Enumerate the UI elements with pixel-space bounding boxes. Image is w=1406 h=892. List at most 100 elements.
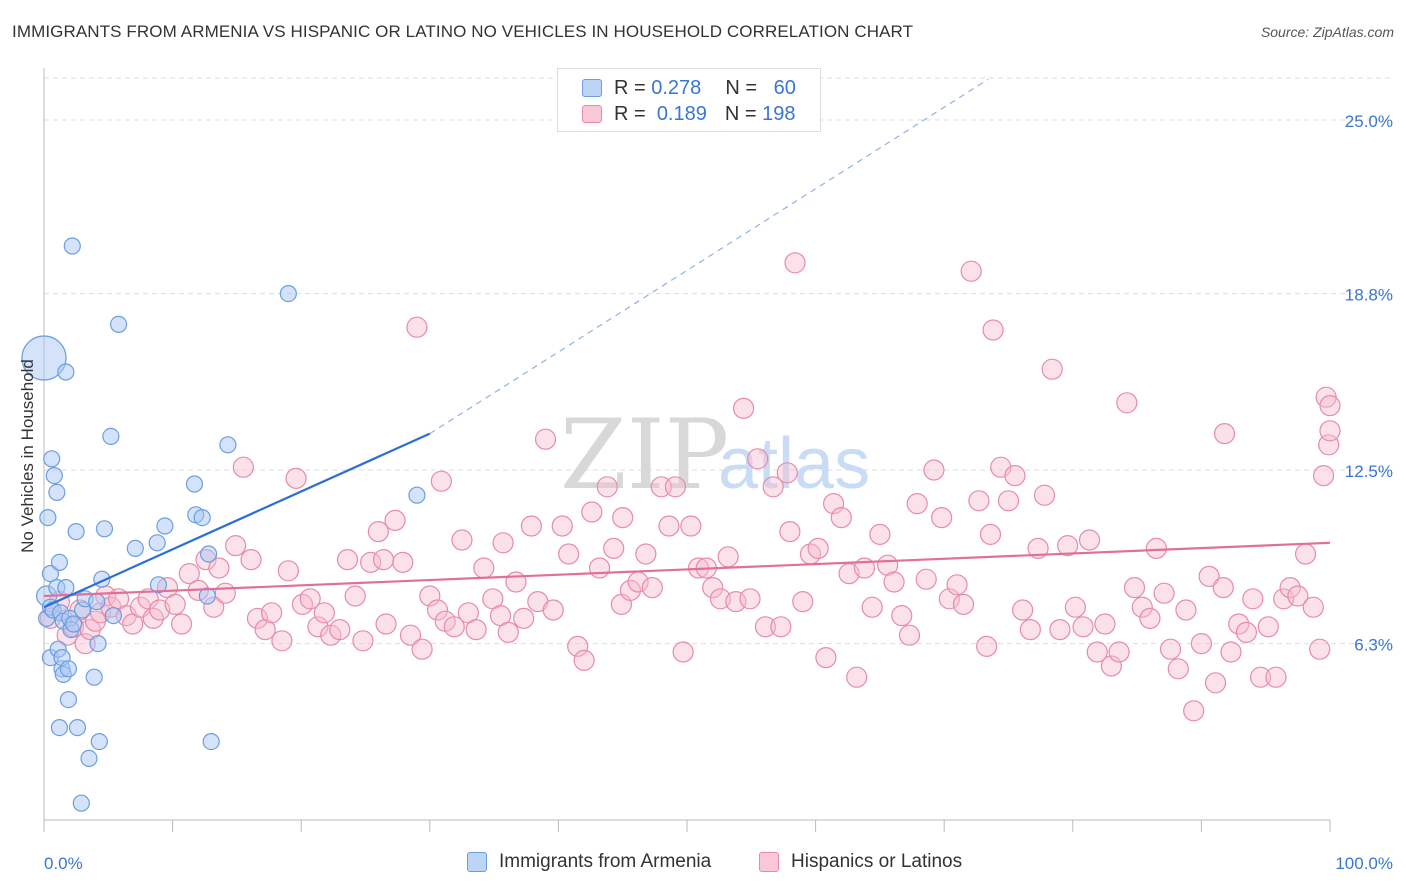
data-point-hispanics: [861, 596, 883, 618]
r-label: R =: [614, 76, 646, 99]
data-point-hispanics: [1086, 641, 1108, 663]
data-point-hispanics: [898, 624, 921, 646]
data-point-armenia: [48, 483, 66, 501]
data-point-hispanics: [352, 630, 374, 652]
data-point-armenia: [57, 363, 75, 381]
data-point-hispanics: [747, 448, 769, 470]
data-point-hispanics: [792, 590, 814, 613]
data-point-hispanics: [171, 613, 193, 635]
data-point-armenia: [219, 436, 237, 454]
data-point-hispanics: [329, 618, 351, 641]
data-point-hispanics: [367, 520, 389, 543]
data-point-hispanics: [891, 604, 913, 627]
data-point-hispanics: [672, 641, 694, 663]
data-point-hispanics: [997, 490, 1020, 512]
data-point-hispanics: [946, 574, 968, 596]
series-armenia-points: [21, 237, 426, 812]
data-point-hispanics: [680, 515, 702, 537]
data-point-hispanics: [1139, 607, 1161, 630]
data-point-hispanics: [497, 621, 519, 644]
data-point-hispanics: [807, 537, 829, 560]
data-point-hispanics: [271, 630, 293, 652]
data-point-hispanics: [1198, 565, 1220, 588]
data-point-hispanics: [1145, 537, 1167, 560]
data-point-armenia: [85, 668, 103, 686]
data-point-hispanics: [823, 493, 845, 515]
legend-swatch-pink: [582, 105, 602, 123]
data-point-hispanics: [1012, 599, 1034, 621]
data-point-hispanics: [784, 252, 806, 274]
data-point-armenia: [408, 486, 426, 504]
data-point-hispanics: [1167, 658, 1189, 680]
data-point-armenia: [72, 794, 90, 812]
trend-line-hispanics: [43, 541, 1331, 598]
data-point-hispanics: [770, 616, 792, 638]
data-point-hispanics: [915, 568, 937, 590]
data-point-hispanics: [520, 515, 542, 537]
stats-row-hispanics: R = 0.189 N = 198: [582, 102, 796, 126]
legend-label: Immigrants from Armenia: [499, 851, 712, 872]
data-point-hispanics: [1319, 395, 1341, 417]
data-point-hispanics: [1116, 392, 1138, 414]
data-point-hispanics: [1094, 613, 1116, 635]
data-point-hispanics: [1033, 484, 1056, 506]
data-point-hispanics: [164, 593, 186, 616]
data-point-hispanics: [830, 506, 852, 529]
data-point-hispanics: [1294, 543, 1317, 565]
data-point-armenia: [43, 450, 61, 468]
data-point-armenia: [59, 660, 78, 678]
data-point-hispanics: [1072, 616, 1094, 638]
data-point-armenia: [95, 520, 114, 538]
data-point-hispanics: [277, 560, 299, 582]
data-point-hispanics: [979, 523, 1002, 546]
data-point-hispanics: [938, 588, 960, 610]
data-point-hispanics: [384, 509, 406, 532]
data-point-hispanics: [869, 523, 891, 546]
y-tick-label: 18.8%: [1345, 286, 1393, 305]
data-point-hispanics: [635, 543, 657, 565]
data-point-hispanics: [739, 588, 761, 610]
data-point-armenia: [279, 285, 297, 303]
data-point-hispanics: [1242, 588, 1264, 610]
data-point-hispanics: [232, 456, 254, 478]
data-point-hispanics: [1213, 423, 1236, 445]
data-point-hispanics: [931, 506, 953, 529]
data-point-armenia: [64, 615, 83, 633]
data-point-hispanics: [1220, 641, 1242, 663]
data-point-armenia: [104, 606, 123, 625]
y-tick-label: 6.3%: [1354, 636, 1393, 655]
data-point-hispanics: [664, 476, 687, 498]
data-point-armenia: [109, 315, 128, 333]
data-point-hispanics: [534, 428, 557, 450]
legend-label: Hispanics or Latinos: [791, 851, 963, 872]
data-point-hispanics: [307, 616, 329, 638]
data-point-hispanics: [1131, 596, 1153, 618]
data-point-armenia: [41, 564, 60, 583]
data-point-hispanics: [581, 501, 603, 523]
data-point-hispanics: [776, 462, 798, 484]
data-point-hispanics: [399, 624, 422, 646]
data-point-hispanics: [1302, 596, 1324, 618]
data-point-hispanics: [492, 532, 514, 554]
data-point-hispanics: [261, 602, 283, 624]
data-point-hispanics: [1228, 613, 1250, 635]
data-point-hispanics: [619, 579, 642, 602]
data-point-hispanics: [1153, 582, 1175, 604]
data-point-hispanics: [573, 649, 595, 672]
legend-item-armenia: Immigrants from Armenia: [467, 851, 711, 873]
data-point-hispanics: [883, 571, 905, 593]
n-value: 198: [762, 102, 796, 125]
data-point-hispanics: [1183, 700, 1205, 722]
data-point-hispanics: [208, 557, 230, 579]
data-point-hispanics: [1190, 632, 1213, 655]
data-point-hispanics: [1235, 621, 1258, 644]
data-point-hispanics: [1279, 576, 1301, 599]
data-point-hispanics: [923, 459, 945, 481]
data-point-hispanics: [375, 613, 397, 635]
data-point-hispanics: [968, 490, 990, 512]
data-point-hispanics: [952, 593, 975, 616]
data-point-hispanics: [779, 520, 801, 543]
r-value: 0.189: [656, 102, 707, 125]
data-point-hispanics: [214, 582, 236, 604]
data-point-hispanics: [658, 515, 680, 537]
